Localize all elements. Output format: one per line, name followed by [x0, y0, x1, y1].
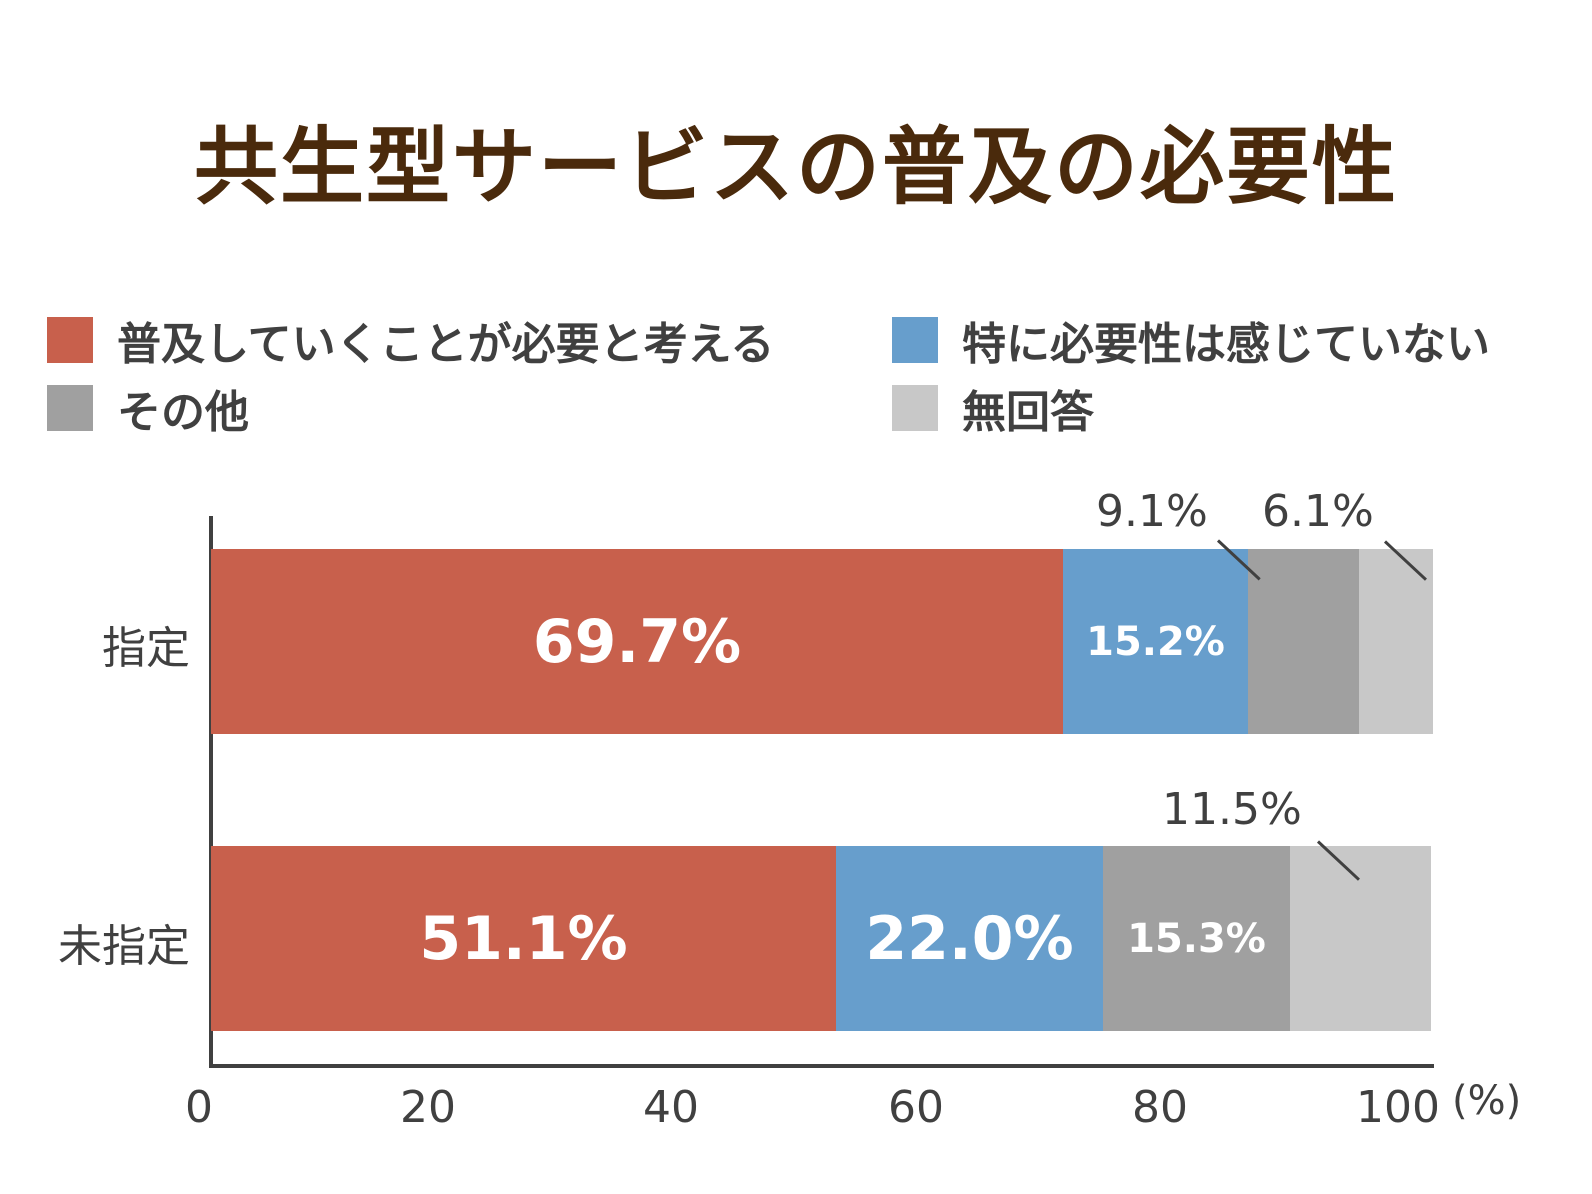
bar-row-undesignated: 51.1% 22.0% 15.3% [211, 846, 1431, 1031]
bar-row-designated: 69.7% 15.2% [211, 549, 1433, 734]
x-tick-label: 40 [643, 1082, 699, 1133]
callout-label-no-answer-designated: 6.1% [1262, 486, 1374, 537]
x-tick-label: 80 [1132, 1082, 1188, 1133]
bar-segment-necessary: 69.7% [211, 549, 1063, 734]
legend-label: 特に必要性は感じていない [962, 319, 1490, 370]
y-axis-line [209, 516, 213, 1068]
bar-value-label: 15.2% [1086, 618, 1225, 665]
legend-label: その他 [117, 387, 249, 438]
bar-segment-no-answer [1290, 846, 1431, 1031]
legend-label: 無回答 [962, 387, 1094, 438]
bar-segment-not-necessary: 22.0% [836, 846, 1103, 1031]
legend-item-other: その他 [47, 376, 249, 440]
bar-value-label: 51.1% [419, 903, 628, 974]
bar-value-label: 15.3% [1127, 915, 1266, 962]
x-tick-label: 20 [400, 1082, 456, 1133]
legend-item-no-answer: 無回答 [892, 376, 1094, 440]
category-label-undesignated: 未指定 [58, 921, 190, 972]
bar-segment-not-necessary: 15.2% [1063, 549, 1248, 734]
callout-label-other-designated: 9.1% [1096, 486, 1208, 537]
callout-label-no-answer-undesignated: 11.5% [1162, 784, 1302, 835]
legend-swatch-darkgray [47, 385, 93, 431]
legend-swatch-red [47, 317, 93, 363]
category-label-designated: 指定 [102, 623, 190, 674]
x-axis-unit: (%) [1452, 1078, 1522, 1124]
legend-item-not-necessary: 特に必要性は感じていない [892, 308, 1490, 372]
x-tick-label: 100 [1356, 1082, 1440, 1133]
legend-swatch-lightgray [892, 385, 938, 431]
bar-value-label: 69.7% [532, 606, 742, 677]
bar-segment-other: 15.3% [1103, 846, 1290, 1031]
legend-swatch-blue [892, 317, 938, 363]
bar-segment-necessary: 51.1% [211, 846, 836, 1031]
x-tick-label: 0 [185, 1082, 213, 1133]
x-axis-line [209, 1064, 1434, 1068]
bar-segment-other [1248, 549, 1359, 734]
legend-label: 普及していくことが必要と考える [117, 319, 775, 370]
bar-segment-no-answer [1359, 549, 1433, 734]
bar-value-label: 22.0% [865, 903, 1074, 974]
x-tick-label: 60 [888, 1082, 944, 1133]
legend-item-necessary: 普及していくことが必要と考える [47, 308, 774, 372]
chart-title: 共生型サービスの普及の必要性 [193, 118, 1398, 216]
